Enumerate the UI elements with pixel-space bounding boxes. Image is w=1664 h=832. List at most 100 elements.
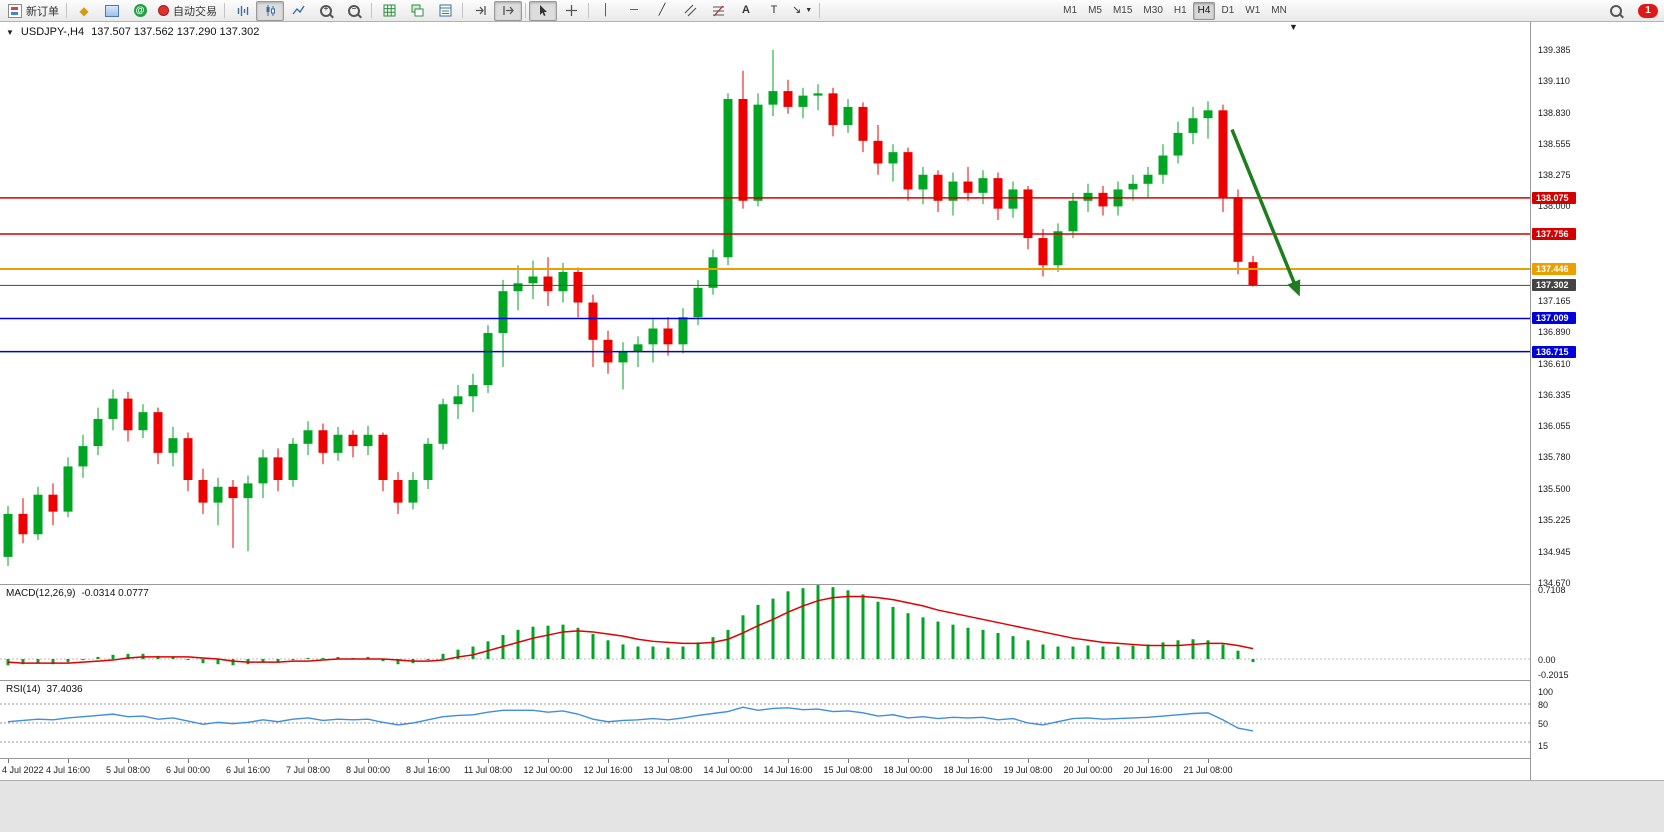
timeframe-m30-button[interactable]: M30 <box>1138 2 1167 20</box>
indicators-button[interactable] <box>375 1 403 21</box>
time-label: 5 Jul 08:00 <box>106 765 150 775</box>
symbol-dropdown-icon[interactable]: ▼ <box>6 28 14 37</box>
time-label: 15 Jul 08:00 <box>823 765 872 775</box>
timeframe-d1-button[interactable]: D1 <box>1216 2 1239 20</box>
fibonacci-tool-button[interactable] <box>704 1 732 21</box>
new-chart-button[interactable] <box>98 1 126 21</box>
tile-windows-button[interactable] <box>403 1 431 21</box>
price-tick: 135.225 <box>1538 515 1571 525</box>
rsi-label: RSI(14) 37.4036 <box>6 684 83 695</box>
panel-separator[interactable] <box>0 758 1664 759</box>
horizontal-line-tool-button[interactable]: ─ <box>620 1 648 21</box>
metaeditor-button[interactable]: ◆ <box>70 1 98 21</box>
symbol-timeframe-label: USDJPY-,H4 <box>21 26 84 38</box>
line-chart-button[interactable] <box>284 1 312 21</box>
time-label: 8 Jul 00:00 <box>346 765 390 775</box>
time-label: 20 Jul 00:00 <box>1063 765 1112 775</box>
auto-trading-label: 自动交易 <box>173 3 217 19</box>
panel-separator[interactable] <box>0 584 1664 585</box>
timeframe-mn-button[interactable]: MN <box>1266 2 1292 20</box>
auto-scroll-button[interactable] <box>466 1 494 21</box>
tile-windows-icon <box>411 4 424 17</box>
chevron-down-icon: ▼ <box>805 5 812 16</box>
timeframe-h1-button[interactable]: H1 <box>1169 2 1192 20</box>
price-chart[interactable] <box>0 21 1530 584</box>
new-order-button[interactable]: 新订单 <box>4 1 63 21</box>
text-tool-button[interactable]: A <box>732 1 760 21</box>
rsi-chart[interactable] <box>0 681 1530 758</box>
timeframe-m15-button[interactable]: M15 <box>1108 2 1137 20</box>
time-tick <box>188 759 189 763</box>
time-tick <box>128 759 129 763</box>
time-label: 14 Jul 16:00 <box>763 765 812 775</box>
metaeditor-icon: ◆ <box>79 5 88 17</box>
search-icon <box>1610 5 1622 17</box>
arrows-tool-button[interactable]: ↘ ▼ <box>788 1 816 21</box>
time-label: 20 Jul 16:00 <box>1123 765 1172 775</box>
data-window-button[interactable] <box>431 1 459 21</box>
zoom-out-button[interactable]: − <box>340 1 368 21</box>
bar-chart-icon <box>236 4 249 17</box>
trendline-icon: ╱ <box>659 5 666 16</box>
price-tick: 136.335 <box>1538 390 1571 400</box>
cursor-tool-button[interactable] <box>529 1 557 21</box>
bar-chart-button[interactable] <box>228 1 256 21</box>
timeframe-m5-button[interactable]: M5 <box>1083 2 1107 20</box>
price-level-badge: 137.756 <box>1532 228 1576 240</box>
timeframe-h4-button[interactable]: H4 <box>1193 2 1216 20</box>
channel-tool-button[interactable] <box>676 1 704 21</box>
time-label: 6 Jul 00:00 <box>166 765 210 775</box>
rsi-scale-tick: 50 <box>1538 719 1548 729</box>
time-tick <box>668 759 669 763</box>
community-button[interactable]: @ <box>126 1 154 21</box>
notification-badge[interactable]: 1 <box>1638 4 1658 18</box>
rsi-value: 37.4036 <box>46 684 82 695</box>
chart-shift-marker[interactable]: ▼ <box>1289 22 1298 32</box>
time-label: 13 Jul 08:00 <box>643 765 692 775</box>
macd-chart[interactable] <box>0 585 1530 680</box>
timeframe-w1-button[interactable]: W1 <box>1240 2 1265 20</box>
candlestick-chart-button[interactable] <box>256 1 284 21</box>
time-label: 21 Jul 08:00 <box>1183 765 1232 775</box>
zoom-in-button[interactable]: + <box>312 1 340 21</box>
label-tool-button[interactable]: T <box>760 1 788 21</box>
toolbar-separator <box>819 3 820 18</box>
trendline-tool-button[interactable]: ╱ <box>648 1 676 21</box>
data-window-icon <box>439 4 452 17</box>
candlestick-chart-icon <box>264 4 277 17</box>
toolbar-separator <box>525 3 526 18</box>
time-tick <box>248 759 249 763</box>
chart-shift-icon <box>502 4 515 17</box>
rsi-line <box>8 707 1253 731</box>
bottom-strip <box>0 780 1664 832</box>
auto-trading-button[interactable]: 自动交易 <box>154 1 221 21</box>
price-tick: 136.055 <box>1538 421 1571 431</box>
chart-shift-button[interactable] <box>494 1 522 21</box>
search-button[interactable] <box>1602 1 1630 21</box>
price-tick: 139.385 <box>1538 45 1571 55</box>
macd-signal-line <box>8 597 1253 664</box>
text-tool-icon: A <box>742 5 750 16</box>
macd-name: MACD(12,26,9) <box>6 588 75 599</box>
candlesticks <box>4 50 1258 566</box>
arrows-tool-icon: ↘ <box>792 5 801 16</box>
new-chart-icon <box>105 5 119 17</box>
price-level-badge: 137.446 <box>1532 263 1576 275</box>
price-tick: 136.610 <box>1538 359 1571 369</box>
timeframe-m1-button[interactable]: M1 <box>1058 2 1082 20</box>
time-label: 12 Jul 00:00 <box>523 765 572 775</box>
equidistant-channel-icon <box>684 4 697 17</box>
crosshair-tool-button[interactable] <box>557 1 585 21</box>
label-tool-icon: T <box>771 5 778 16</box>
vertical-line-tool-button[interactable]: │ <box>592 1 620 21</box>
rsi-scale-tick: 15 <box>1538 741 1548 751</box>
rsi-scale-tick: 80 <box>1538 700 1548 710</box>
panel-separator[interactable] <box>0 680 1664 681</box>
price-level-badge: 136.715 <box>1532 346 1576 358</box>
time-tick <box>728 759 729 763</box>
time-label: 7 Jul 08:00 <box>286 765 330 775</box>
